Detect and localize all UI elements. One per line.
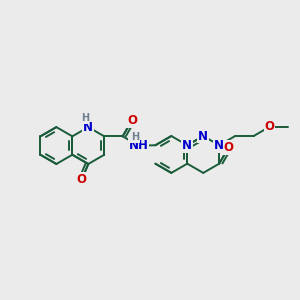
Text: N: N (214, 139, 224, 152)
Text: NH: NH (129, 139, 148, 152)
Text: N: N (83, 121, 93, 134)
Text: O: O (127, 114, 137, 127)
Text: N: N (198, 130, 208, 142)
Text: O: O (77, 173, 87, 186)
Text: H: H (81, 113, 89, 123)
Text: N: N (182, 139, 192, 152)
Text: O: O (265, 120, 275, 133)
Text: O: O (224, 141, 233, 154)
Text: H: H (131, 132, 139, 142)
